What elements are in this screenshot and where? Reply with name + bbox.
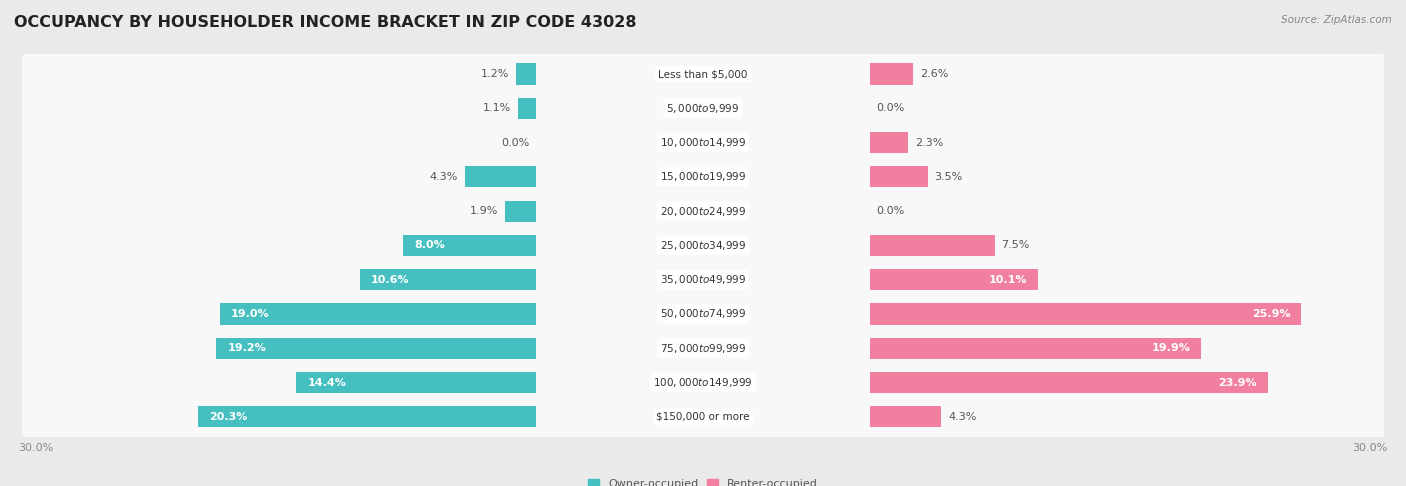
Bar [870, 372, 1268, 393]
FancyBboxPatch shape [22, 156, 1384, 197]
Text: 1.1%: 1.1% [484, 104, 512, 113]
Text: 1.2%: 1.2% [481, 69, 509, 79]
Bar [870, 406, 942, 428]
Text: $15,000 to $19,999: $15,000 to $19,999 [659, 171, 747, 183]
Bar [870, 338, 1201, 359]
Text: $20,000 to $24,999: $20,000 to $24,999 [659, 205, 747, 218]
Text: 25.9%: 25.9% [1251, 309, 1291, 319]
Text: $100,000 to $149,999: $100,000 to $149,999 [654, 376, 752, 389]
Text: 10.6%: 10.6% [371, 275, 409, 285]
Text: $25,000 to $34,999: $25,000 to $34,999 [659, 239, 747, 252]
Bar [217, 338, 536, 359]
FancyBboxPatch shape [22, 397, 1384, 437]
Bar [219, 303, 536, 325]
FancyBboxPatch shape [22, 54, 1384, 94]
Text: 2.3%: 2.3% [915, 138, 943, 148]
Bar [870, 269, 1038, 290]
Text: 1.9%: 1.9% [470, 206, 498, 216]
Bar [505, 201, 536, 222]
FancyBboxPatch shape [22, 328, 1384, 368]
Text: 20.3%: 20.3% [209, 412, 247, 422]
Bar [297, 372, 536, 393]
Text: 0.0%: 0.0% [876, 104, 904, 113]
Bar [516, 63, 536, 85]
FancyBboxPatch shape [22, 122, 1384, 163]
Text: Source: ZipAtlas.com: Source: ZipAtlas.com [1281, 15, 1392, 25]
Text: 10.1%: 10.1% [988, 275, 1026, 285]
Text: $10,000 to $14,999: $10,000 to $14,999 [659, 136, 747, 149]
Bar [870, 235, 994, 256]
Text: 7.5%: 7.5% [1001, 241, 1029, 250]
Bar [870, 303, 1302, 325]
FancyBboxPatch shape [22, 294, 1384, 334]
FancyBboxPatch shape [22, 260, 1384, 300]
Bar [360, 269, 536, 290]
Bar [870, 63, 912, 85]
Bar [198, 406, 536, 428]
Text: 0.0%: 0.0% [502, 138, 530, 148]
FancyBboxPatch shape [22, 363, 1384, 403]
Text: 8.0%: 8.0% [415, 241, 444, 250]
Text: 0.0%: 0.0% [876, 206, 904, 216]
Text: $150,000 or more: $150,000 or more [657, 412, 749, 422]
Text: $5,000 to $9,999: $5,000 to $9,999 [666, 102, 740, 115]
Text: 19.0%: 19.0% [231, 309, 270, 319]
Text: 4.3%: 4.3% [948, 412, 976, 422]
Bar [464, 166, 536, 188]
Text: 19.2%: 19.2% [228, 343, 266, 353]
Bar [404, 235, 536, 256]
Text: 14.4%: 14.4% [308, 378, 346, 387]
Text: Less than $5,000: Less than $5,000 [658, 69, 748, 79]
Bar [870, 166, 928, 188]
Text: 4.3%: 4.3% [430, 172, 458, 182]
Bar [870, 132, 908, 153]
Text: 2.6%: 2.6% [920, 69, 948, 79]
Bar [517, 98, 536, 119]
Text: 23.9%: 23.9% [1219, 378, 1257, 387]
Text: $75,000 to $99,999: $75,000 to $99,999 [659, 342, 747, 355]
Legend: Owner-occupied, Renter-occupied: Owner-occupied, Renter-occupied [583, 474, 823, 486]
Text: 19.9%: 19.9% [1152, 343, 1191, 353]
FancyBboxPatch shape [22, 88, 1384, 128]
Text: 3.5%: 3.5% [935, 172, 963, 182]
Text: $50,000 to $74,999: $50,000 to $74,999 [659, 308, 747, 320]
Text: $35,000 to $49,999: $35,000 to $49,999 [659, 273, 747, 286]
FancyBboxPatch shape [22, 191, 1384, 231]
FancyBboxPatch shape [22, 225, 1384, 266]
Text: OCCUPANCY BY HOUSEHOLDER INCOME BRACKET IN ZIP CODE 43028: OCCUPANCY BY HOUSEHOLDER INCOME BRACKET … [14, 15, 637, 30]
